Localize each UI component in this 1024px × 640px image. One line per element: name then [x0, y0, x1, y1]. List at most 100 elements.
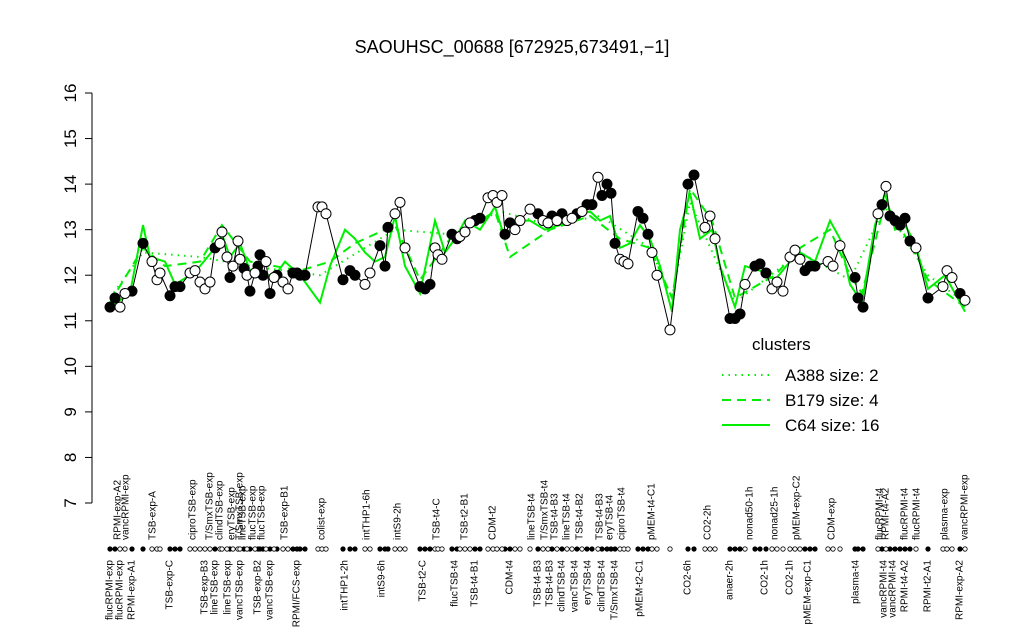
- cluster-line: [109, 186, 966, 308]
- sample-dot: [640, 546, 646, 552]
- data-point: [214, 237, 226, 249]
- sample-dot: [422, 546, 428, 552]
- sample-dot: [427, 546, 433, 552]
- sample-label: CO2-1h: [760, 560, 771, 595]
- sample-dot: [177, 546, 183, 552]
- sample-label: vancTSB-t4: [570, 560, 581, 613]
- sample-dot: [875, 546, 881, 552]
- data-point: [264, 287, 276, 299]
- sample-label: TSB-t2-B1: [460, 493, 471, 540]
- data-point: [849, 272, 861, 283]
- sample-label: CO2-2h: [703, 505, 714, 540]
- sample-dot: [763, 546, 769, 552]
- sample-label: vancTSB-exp: [265, 560, 276, 620]
- data-point: [688, 169, 700, 181]
- data-point: [880, 180, 892, 192]
- data-point: [394, 196, 406, 208]
- y-tick-label: 14: [61, 175, 80, 194]
- sample-label: RPMI-exp-A1: [127, 560, 138, 620]
- sample-dot: [825, 546, 831, 552]
- data-point: [224, 272, 236, 283]
- sample-dot: [352, 546, 358, 552]
- sample-dot: [612, 546, 618, 552]
- sample-dot: [244, 546, 250, 552]
- sample-label: flucTSB-exp: [248, 485, 259, 540]
- y-tick-label: 16: [61, 84, 80, 103]
- sample-dot: [564, 546, 570, 552]
- y-tick-label: 12: [61, 266, 80, 285]
- data-point: [389, 208, 401, 220]
- data-point: [496, 190, 508, 201]
- data-point: [232, 235, 244, 247]
- sample-dot: [297, 546, 303, 552]
- sample-dot: [802, 546, 808, 552]
- sample-label: RPMI-t4-A2: [900, 560, 911, 613]
- data-point: [216, 226, 228, 238]
- sample-dot: [129, 546, 135, 552]
- sample-label: TSB-exp-A: [148, 491, 159, 540]
- sample-dot: [385, 546, 391, 552]
- sample-dot: [727, 546, 733, 552]
- sample-dot: [635, 546, 641, 552]
- sample-label: vancTSB-exp: [235, 560, 246, 620]
- sample-label: CDM-exp: [827, 497, 838, 540]
- data-point: [227, 260, 239, 272]
- data-point: [601, 178, 613, 190]
- data-point: [959, 294, 971, 306]
- data-point: [937, 281, 949, 293]
- sample-dot: [323, 546, 329, 552]
- data-point: [551, 215, 563, 227]
- y-tick-label: 11: [61, 312, 80, 330]
- sample-dot: [285, 546, 291, 552]
- sample-dot: [507, 546, 513, 552]
- data-point: [249, 267, 261, 279]
- sample-label: eryTSB-exp: [227, 487, 238, 540]
- data-point: [399, 242, 411, 254]
- sample-label: CDM-t2: [488, 505, 499, 540]
- sample-label: ciproTSB-exp: [188, 479, 199, 540]
- sample-dot: [224, 546, 230, 552]
- y-tick-label: 15: [61, 129, 80, 148]
- data-point: [364, 267, 376, 279]
- sample-label: vancRPMI-exp: [121, 474, 132, 540]
- data-point: [154, 267, 166, 279]
- sample-dot: [219, 546, 225, 552]
- y-tick-label: 7: [61, 498, 80, 507]
- data-point: [109, 292, 121, 304]
- sample-label: intTHP1-2h: [340, 560, 351, 611]
- sample-dot: [140, 546, 146, 552]
- sample-label: clindTSB-t4: [597, 560, 608, 612]
- sample-dot: [212, 546, 218, 552]
- sample-dot: [769, 546, 775, 552]
- sample-dot: [949, 546, 955, 552]
- sample-label: TSB-t2-C: [418, 560, 429, 602]
- sample-label: RPMI-t2-A1: [923, 560, 934, 613]
- sample-label: flucRPMI-t4: [875, 487, 886, 540]
- data-point: [244, 285, 256, 297]
- sample-dot: [397, 546, 403, 552]
- sample-dot: [107, 546, 113, 552]
- y-tick-label: 8: [61, 453, 80, 462]
- sample-dot: [392, 546, 398, 552]
- sample-dot: [462, 546, 468, 552]
- sample-label: lineTSB-exp: [238, 485, 249, 540]
- sample-label: plasma-exp: [940, 488, 951, 540]
- data-point: [268, 272, 280, 283]
- data-point: [424, 278, 436, 290]
- data-point: [119, 287, 131, 299]
- sample-dot: [527, 546, 533, 552]
- sample-label: TSB-t4-B2: [575, 493, 586, 540]
- sample-label: intS9-2h: [393, 503, 404, 540]
- sample-dot: [545, 546, 551, 552]
- sample-dot: [402, 546, 408, 552]
- sample-dot: [584, 546, 590, 552]
- sample-dot: [559, 546, 565, 552]
- legend-label: C64 size: 16: [785, 416, 880, 435]
- sample-label: CO2-1h: [785, 560, 796, 595]
- sample-dot: [367, 546, 373, 552]
- legend-title: clusters: [752, 335, 811, 354]
- sample-dot: [540, 546, 546, 552]
- sample-dot: [897, 546, 903, 552]
- data-point: [857, 301, 869, 313]
